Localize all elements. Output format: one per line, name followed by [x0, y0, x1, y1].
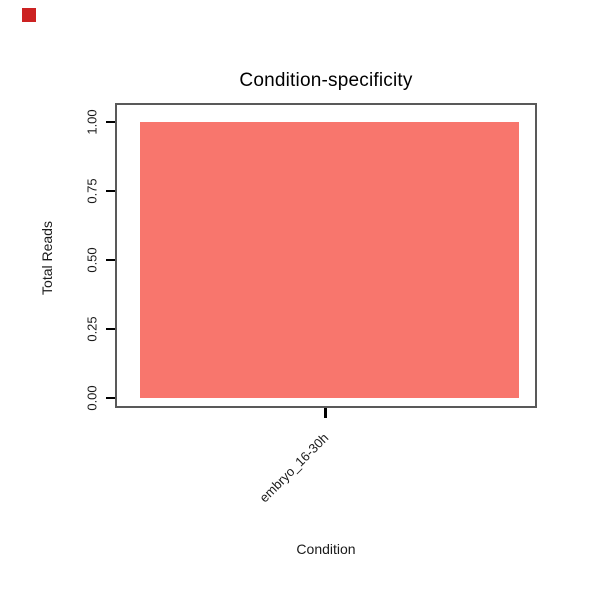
y-tick-label-1.00: 1.00	[84, 109, 100, 135]
corner-marker-square	[22, 8, 36, 22]
y-axis-tick-0.25	[106, 328, 115, 330]
y-tick-label-0.00: 0.00	[84, 385, 100, 411]
y-axis-title: Total Reads	[39, 221, 55, 295]
y-axis-tick-0.75	[106, 190, 115, 192]
y-tick-label-0.50: 0.50	[84, 247, 100, 273]
y-tick-label-0.25: 0.25	[84, 316, 100, 342]
plot-panel	[115, 103, 537, 408]
chart-title: Condition-specificity	[239, 70, 413, 91]
x-axis-tick	[324, 408, 327, 418]
y-axis-tick-0.00	[106, 397, 115, 399]
bar-embryo-16-30h	[140, 122, 519, 398]
x-tick-label-embryo-16-30h: embryo_16-30h	[256, 430, 332, 506]
x-axis-title: Condition	[296, 541, 356, 557]
y-axis-tick-0.50	[106, 259, 115, 261]
y-tick-label-0.75: 0.75	[84, 178, 100, 204]
y-axis-tick-1.00	[106, 121, 115, 123]
